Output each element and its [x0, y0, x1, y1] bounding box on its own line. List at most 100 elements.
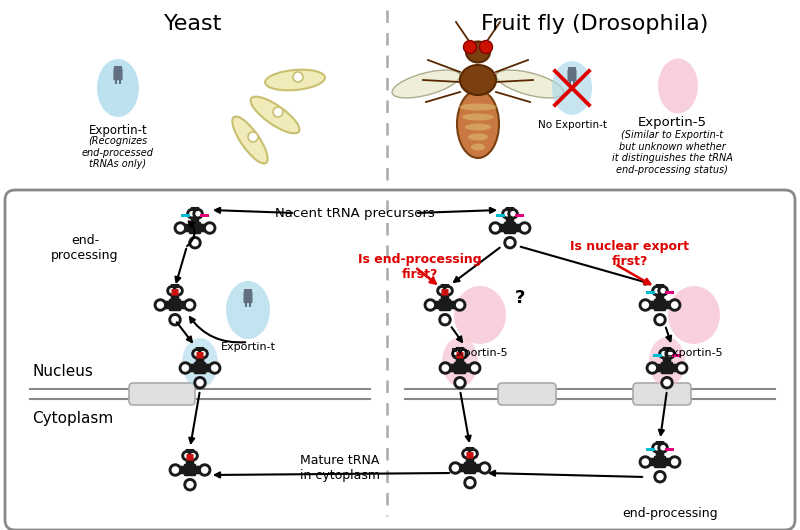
FancyBboxPatch shape [445, 301, 457, 310]
Circle shape [659, 444, 667, 452]
Ellipse shape [496, 70, 564, 98]
Circle shape [425, 300, 435, 310]
FancyBboxPatch shape [186, 460, 194, 471]
Ellipse shape [97, 59, 139, 117]
Ellipse shape [465, 123, 491, 130]
Circle shape [660, 349, 668, 358]
Text: (Recognizes
end-processed
tRNAs only): (Recognizes end-processed tRNAs only) [82, 136, 154, 169]
Circle shape [205, 223, 215, 233]
Ellipse shape [658, 58, 698, 113]
FancyBboxPatch shape [186, 454, 194, 461]
Circle shape [182, 452, 191, 460]
Bar [119, 80, 121, 84]
Circle shape [465, 478, 475, 488]
FancyBboxPatch shape [197, 352, 203, 359]
Text: Yeast: Yeast [164, 14, 222, 34]
Circle shape [189, 452, 198, 460]
Text: end-
processing: end- processing [51, 234, 118, 262]
Text: Is nuclear export
first?: Is nuclear export first? [570, 240, 690, 268]
Circle shape [659, 287, 667, 295]
Circle shape [470, 363, 480, 373]
Ellipse shape [462, 113, 494, 120]
FancyBboxPatch shape [466, 447, 474, 458]
Ellipse shape [460, 65, 496, 95]
Text: (Similar to Exportin-t
but unknown whether
it distinguishes the tRNA
end-process: (Similar to Exportin-t but unknown wheth… [611, 130, 733, 175]
FancyBboxPatch shape [170, 295, 179, 306]
Circle shape [654, 314, 666, 325]
Bar [569, 67, 575, 70]
Circle shape [479, 40, 493, 54]
Circle shape [454, 377, 466, 388]
Bar [245, 289, 251, 293]
FancyBboxPatch shape [656, 441, 664, 453]
Circle shape [293, 72, 303, 82]
FancyBboxPatch shape [506, 207, 514, 218]
FancyBboxPatch shape [460, 364, 471, 372]
Ellipse shape [454, 286, 506, 344]
Circle shape [199, 465, 210, 475]
Ellipse shape [471, 144, 485, 151]
Text: Exportin-5: Exportin-5 [666, 348, 724, 358]
Ellipse shape [649, 337, 685, 387]
FancyBboxPatch shape [169, 299, 182, 311]
Circle shape [454, 300, 465, 310]
FancyBboxPatch shape [633, 383, 691, 405]
Circle shape [505, 237, 515, 248]
Circle shape [273, 107, 283, 117]
Bar [249, 302, 251, 307]
Circle shape [662, 377, 672, 388]
FancyBboxPatch shape [163, 301, 175, 310]
FancyBboxPatch shape [454, 362, 466, 374]
FancyBboxPatch shape [504, 222, 516, 234]
FancyBboxPatch shape [170, 284, 179, 295]
Ellipse shape [552, 61, 592, 115]
FancyBboxPatch shape [649, 458, 660, 466]
Circle shape [463, 40, 477, 54]
Circle shape [450, 463, 461, 473]
Circle shape [438, 287, 446, 295]
Ellipse shape [182, 338, 218, 388]
Ellipse shape [459, 103, 497, 110]
FancyBboxPatch shape [656, 295, 664, 306]
Circle shape [170, 314, 180, 325]
FancyBboxPatch shape [186, 449, 194, 461]
Circle shape [509, 209, 518, 218]
Bar [496, 214, 506, 217]
Bar [665, 447, 674, 450]
FancyBboxPatch shape [654, 456, 666, 468]
Circle shape [666, 349, 674, 358]
Text: ?: ? [515, 289, 525, 307]
Ellipse shape [468, 134, 488, 140]
FancyBboxPatch shape [190, 207, 199, 218]
Circle shape [180, 363, 190, 373]
Bar [646, 290, 655, 294]
Circle shape [459, 349, 467, 358]
FancyBboxPatch shape [655, 364, 667, 372]
Circle shape [248, 132, 258, 142]
FancyBboxPatch shape [667, 364, 678, 372]
FancyBboxPatch shape [567, 69, 577, 81]
Bar [114, 66, 122, 69]
FancyBboxPatch shape [442, 289, 449, 296]
FancyBboxPatch shape [129, 383, 195, 405]
FancyBboxPatch shape [466, 452, 474, 458]
Bar [569, 80, 571, 85]
Circle shape [670, 300, 680, 310]
Ellipse shape [668, 286, 720, 344]
FancyBboxPatch shape [449, 364, 460, 372]
FancyBboxPatch shape [466, 457, 474, 469]
FancyBboxPatch shape [654, 299, 666, 311]
FancyBboxPatch shape [114, 68, 122, 81]
Circle shape [174, 287, 182, 295]
Text: Exportin-t: Exportin-t [89, 124, 147, 137]
FancyBboxPatch shape [498, 383, 556, 405]
FancyBboxPatch shape [189, 222, 202, 234]
FancyBboxPatch shape [498, 224, 510, 232]
Circle shape [440, 363, 450, 373]
Circle shape [640, 457, 650, 467]
Text: No Exportin-t: No Exportin-t [538, 120, 606, 130]
FancyBboxPatch shape [195, 224, 206, 232]
Circle shape [653, 287, 661, 295]
Circle shape [462, 449, 471, 458]
FancyBboxPatch shape [178, 466, 190, 474]
